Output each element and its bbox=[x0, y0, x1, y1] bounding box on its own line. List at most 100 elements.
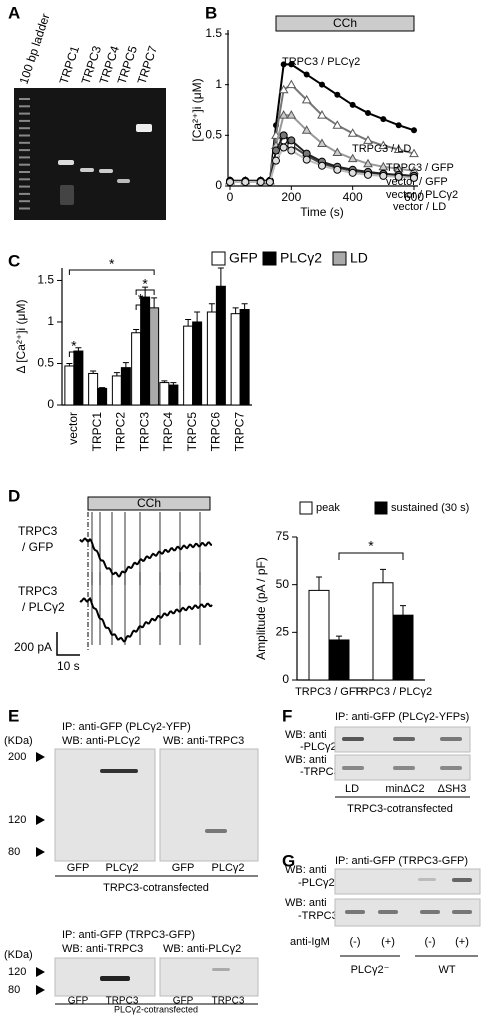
size-marker: 120 bbox=[8, 814, 26, 826]
wb-label: -TRPC3 bbox=[300, 766, 340, 778]
marker bbox=[394, 172, 403, 181]
marker bbox=[241, 177, 250, 186]
trace-label: / GFP bbox=[22, 540, 53, 554]
error-bar bbox=[217, 267, 224, 287]
marker bbox=[272, 156, 280, 165]
y-tick-label: 1.5 bbox=[37, 273, 54, 287]
lane-label: ΔSH3 bbox=[438, 783, 467, 795]
x-tick-label: TRPC4 bbox=[161, 412, 175, 452]
marker bbox=[333, 165, 342, 174]
y-tick-label: 1 bbox=[47, 314, 54, 328]
y-tick-label: 50 bbox=[276, 577, 290, 591]
bar bbox=[328, 639, 350, 681]
wb-label: WB: anti bbox=[285, 864, 327, 876]
bar bbox=[372, 582, 394, 681]
blot-band bbox=[440, 766, 462, 770]
ip-label: IP: anti-GFP (TRPC3-GFP) bbox=[335, 855, 468, 867]
error-bar bbox=[170, 382, 177, 386]
y-tick-label: 0 bbox=[47, 397, 54, 411]
legend-swatch bbox=[262, 251, 277, 266]
x-tick-label: TRPC6 bbox=[209, 412, 223, 452]
wb-label: WB: anti bbox=[285, 729, 327, 741]
error-bar bbox=[90, 370, 97, 374]
gel-band bbox=[117, 179, 130, 183]
marker bbox=[288, 61, 295, 68]
unit-label: (KDa) bbox=[4, 949, 33, 961]
error-bar bbox=[316, 576, 322, 591]
group-label: WT bbox=[438, 964, 455, 976]
x-tick-label: TRPC1 bbox=[90, 412, 104, 452]
current-trace bbox=[79, 537, 213, 578]
x-tick-label: TRPC3 bbox=[137, 412, 151, 452]
gel-band bbox=[19, 105, 30, 108]
ip-label: IP: anti-GFP (PLCγ2-YFP) bbox=[62, 721, 191, 733]
bar bbox=[97, 387, 108, 406]
bar bbox=[206, 311, 217, 406]
marker bbox=[286, 110, 297, 119]
bracket bbox=[135, 304, 146, 310]
panel-label: E bbox=[8, 706, 19, 725]
blot-band bbox=[342, 737, 364, 741]
gel-band bbox=[19, 200, 30, 203]
trace-label: TRPC3 bbox=[18, 584, 58, 598]
marker bbox=[272, 146, 280, 155]
row-label: anti-IgM bbox=[290, 936, 330, 948]
legend-label: GFP bbox=[229, 250, 258, 266]
y-tick-label: 0 bbox=[215, 178, 222, 192]
marker bbox=[349, 101, 356, 108]
error-bar bbox=[194, 311, 201, 322]
error-bar bbox=[161, 380, 168, 383]
gel-band bbox=[19, 134, 30, 137]
stimulus-label: CCh bbox=[333, 16, 357, 30]
legend-swatch bbox=[211, 251, 226, 266]
marker bbox=[302, 155, 311, 164]
y-tick-label: 0.5 bbox=[205, 128, 222, 142]
stimulus-bar bbox=[87, 496, 211, 511]
footer-label: PLCγ2-cotransfected bbox=[114, 1004, 198, 1014]
wb-label: WB: anti-TRPC3 bbox=[62, 943, 143, 955]
scale-bar bbox=[56, 632, 80, 656]
y-tick-label: 25 bbox=[276, 625, 290, 639]
gel-band bbox=[136, 124, 152, 132]
error-bar bbox=[99, 387, 106, 389]
bar bbox=[308, 589, 330, 681]
current-trace bbox=[79, 596, 213, 643]
panel-label: F bbox=[282, 706, 292, 725]
marker bbox=[393, 144, 404, 154]
marker bbox=[278, 84, 289, 94]
bracket bbox=[135, 289, 155, 295]
y-axis-label: [Ca²⁺]i (μM) bbox=[190, 78, 204, 141]
error-bar bbox=[241, 303, 248, 310]
marker bbox=[226, 177, 234, 186]
error-bar bbox=[400, 605, 406, 616]
significance: * bbox=[138, 291, 144, 307]
wb-label: WB: anti-TRPC3 bbox=[163, 735, 244, 747]
lane-label: (-) bbox=[350, 936, 361, 948]
x-tick-label: TRPC2 bbox=[114, 412, 128, 452]
wb-label: WB: anti bbox=[285, 897, 327, 909]
legend-swatch bbox=[332, 251, 347, 266]
lane-label: LD bbox=[345, 783, 359, 795]
series-label: vector / LD bbox=[393, 201, 446, 213]
blot-band bbox=[205, 829, 227, 833]
marker bbox=[409, 148, 419, 158]
bracket bbox=[338, 552, 404, 560]
marker-arrow bbox=[36, 967, 45, 977]
gel-band bbox=[19, 207, 30, 210]
legend-swatch bbox=[374, 501, 388, 515]
marker bbox=[280, 61, 287, 68]
marker bbox=[378, 161, 389, 171]
x-tick-label: 200 bbox=[281, 190, 301, 204]
bar bbox=[215, 285, 226, 406]
marker bbox=[363, 158, 373, 168]
blot-band bbox=[212, 968, 230, 971]
bar bbox=[64, 365, 75, 406]
bar bbox=[88, 372, 99, 406]
x-tick-label: TRPC3 / PLCγ2 bbox=[354, 686, 432, 698]
gel-band bbox=[19, 192, 30, 195]
scale-label: 10 s bbox=[57, 659, 80, 673]
significance: * bbox=[109, 256, 115, 272]
x-tick-label: 400 bbox=[343, 190, 363, 204]
x-tick-label: 0 bbox=[227, 190, 234, 204]
marker-arrow bbox=[36, 847, 45, 857]
